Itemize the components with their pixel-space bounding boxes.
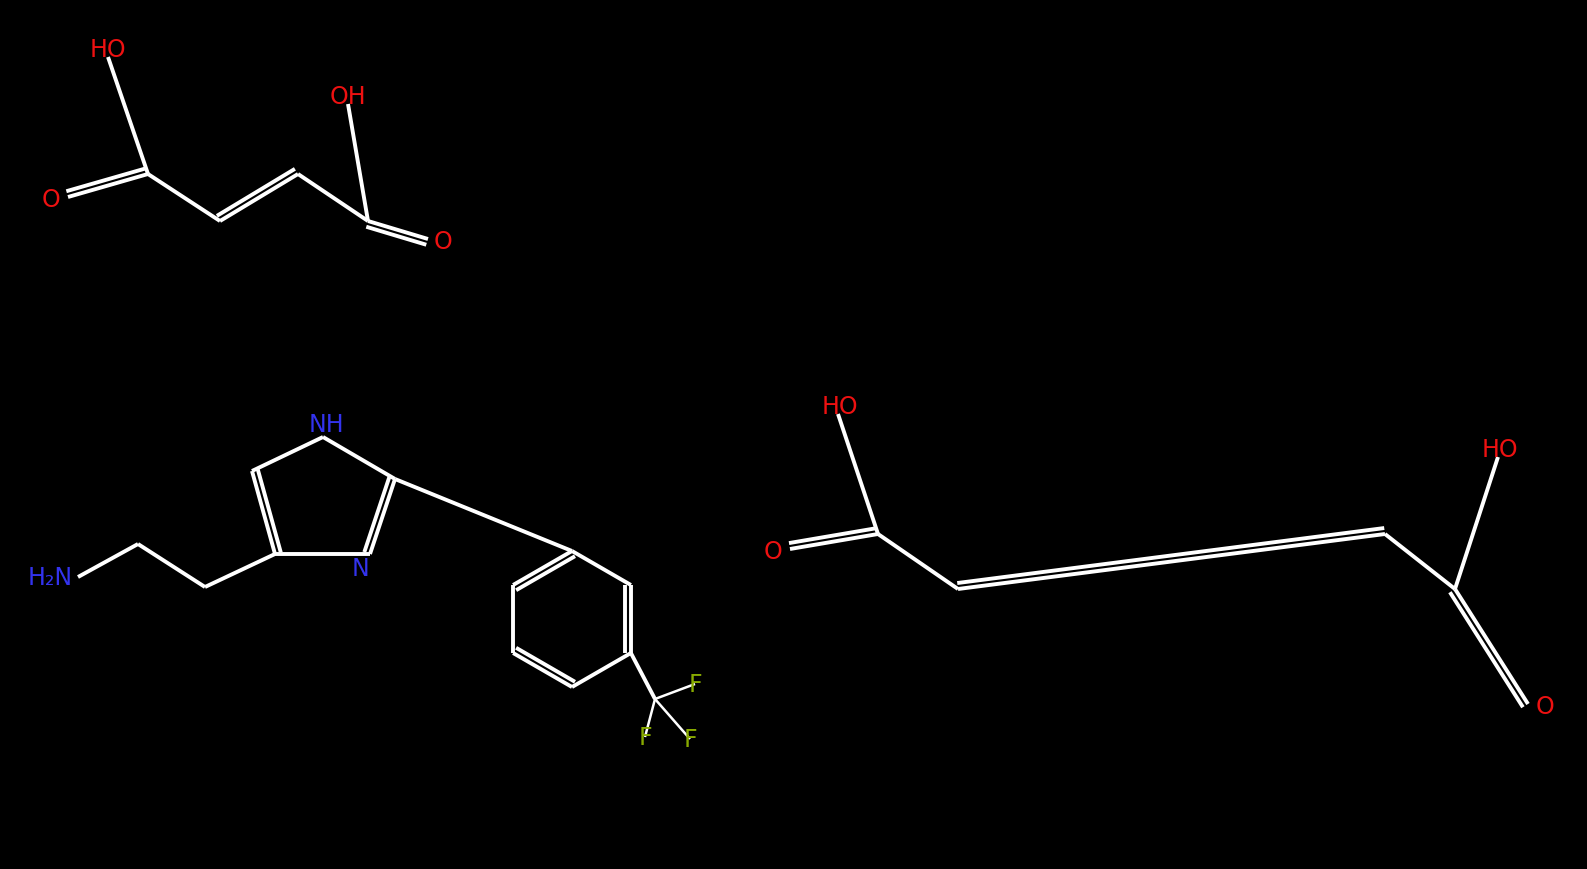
Text: NH: NH — [308, 413, 344, 436]
Text: O: O — [433, 229, 452, 254]
Text: N: N — [351, 556, 368, 580]
Text: F: F — [638, 725, 652, 749]
Text: F: F — [689, 673, 701, 696]
Text: HO: HO — [90, 38, 127, 62]
Text: OH: OH — [330, 85, 367, 109]
Text: O: O — [763, 540, 782, 563]
Text: H₂N: H₂N — [29, 566, 73, 589]
Text: F: F — [682, 727, 697, 751]
Text: HO: HO — [1482, 437, 1519, 461]
Text: O: O — [1536, 694, 1555, 718]
Text: O: O — [41, 188, 60, 212]
Text: HO: HO — [822, 395, 859, 419]
